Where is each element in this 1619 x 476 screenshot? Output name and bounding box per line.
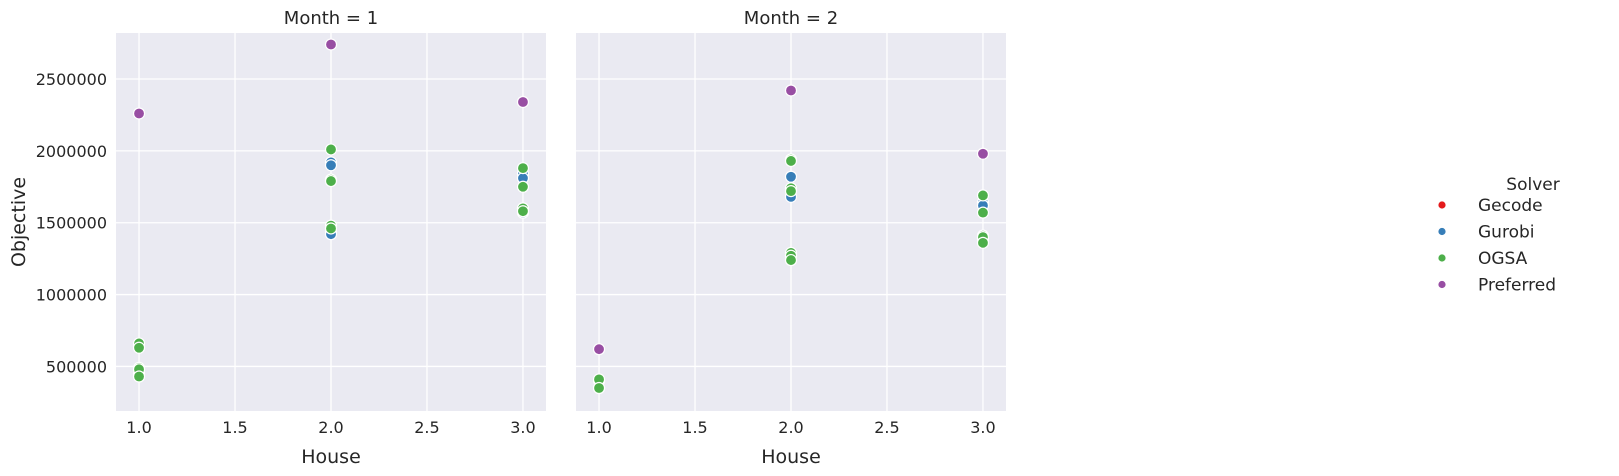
point-preferred: [592, 343, 606, 356]
point-ogsa: [324, 143, 338, 156]
legend-marker-gecode: [1437, 200, 1447, 210]
point-ogsa: [516, 205, 530, 218]
point-gurobi: [324, 159, 338, 172]
x-tick-label: 2.0: [778, 418, 803, 437]
x-axis-label: House: [301, 446, 361, 468]
point-gurobi: [784, 170, 798, 183]
data-points: [592, 84, 990, 395]
legend-marker-ogsa: [1437, 253, 1447, 263]
y-tick-label: 500000: [46, 357, 107, 376]
x-axis-label: House: [761, 446, 821, 468]
point-ogsa: [516, 162, 530, 175]
x-tick-label: 1.5: [222, 418, 247, 437]
point-ogsa: [784, 154, 798, 168]
x-tick-label: 1.0: [586, 418, 611, 437]
panel-month-1: 1.0 1.5 2.0 2.5 3.0 500000 1000000 1500000 2000…: [36, 8, 546, 468]
legend-marker-gurobi: [1437, 227, 1447, 236]
point-preferred: [784, 84, 798, 97]
point-ogsa: [976, 189, 990, 202]
data-points: [132, 38, 530, 383]
point-ogsa: [592, 381, 606, 395]
legend-title: Solver: [1506, 175, 1559, 195]
x-tick-label: 3.0: [510, 418, 535, 437]
legend-label-gecode: Gecode: [1478, 196, 1543, 216]
point-preferred: [132, 107, 146, 120]
x-tick-label: 3.0: [970, 418, 995, 437]
x-tick-labels: 1.0 1.5 2.0 2.5 3.0: [126, 418, 535, 437]
x-tick-label: 2.0: [318, 418, 343, 437]
y-tick-labels: 500000 1000000 1500000 2000000 2500000: [36, 70, 107, 376]
x-tick-label: 2.5: [414, 418, 439, 437]
legend-label-ogsa: OGSA: [1478, 249, 1528, 269]
panel-title: Month = 2: [744, 8, 838, 29]
point-ogsa: [784, 253, 798, 267]
panel-title: Month = 1: [284, 8, 378, 29]
y-tick-label: 1000000: [36, 286, 107, 305]
legend-marker-preferred: [1437, 280, 1447, 289]
point-ogsa: [516, 180, 530, 193]
point-preferred: [324, 38, 338, 51]
point-ogsa: [976, 206, 990, 219]
point-ogsa: [132, 341, 146, 354]
point-ogsa: [976, 236, 990, 249]
legend: Solver Gecode Gurobi OGSA Preferred: [1437, 175, 1560, 296]
y-axis-label: Objective: [8, 177, 30, 267]
x-tick-label: 2.5: [874, 418, 899, 437]
point-preferred: [976, 147, 990, 160]
y-tick-label: 2000000: [36, 142, 107, 161]
legend-label-preferred: Preferred: [1478, 276, 1556, 296]
point-ogsa: [784, 184, 798, 198]
point-ogsa: [324, 174, 338, 188]
point-ogsa: [324, 222, 338, 235]
panel-month-2: 1.0 1.5 2.0 2.5 3.0 Month = 2 House: [576, 8, 1006, 468]
legend-label-gurobi: Gurobi: [1478, 223, 1534, 243]
x-tick-label: 1.5: [682, 418, 707, 437]
y-tick-label: 1500000: [36, 214, 107, 233]
x-tick-labels: 1.0 1.5 2.0 2.5 3.0: [586, 418, 995, 437]
y-tick-label: 2500000: [36, 70, 107, 89]
point-preferred: [516, 95, 530, 109]
point-ogsa: [132, 370, 146, 383]
x-tick-label: 1.0: [126, 418, 151, 437]
